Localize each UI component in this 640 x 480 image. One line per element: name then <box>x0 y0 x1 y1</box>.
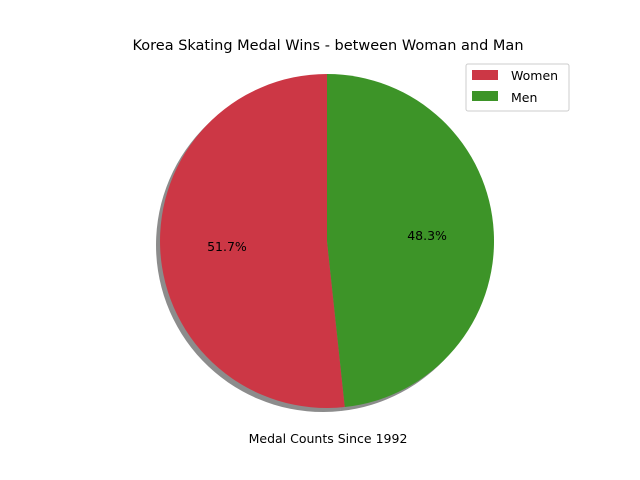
percent-label-men: 48.3% <box>407 228 447 243</box>
legend: Women Men <box>465 63 570 112</box>
pie-slice-men <box>327 74 495 408</box>
legend-label-men: Men <box>511 90 537 105</box>
chart-title: Korea Skating Medal Wins - between Woman… <box>132 38 523 54</box>
pie-slices <box>160 74 495 408</box>
x-axis-label: Medal Counts Since 1992 <box>249 431 408 446</box>
legend-swatch-men <box>472 91 498 101</box>
legend-label-women: Women <box>511 68 558 83</box>
legend-swatch-women <box>472 70 498 80</box>
percent-label-women: 51.7% <box>207 239 247 254</box>
pie-percent-labels: 51.7% 48.3% <box>207 228 447 254</box>
pie-slice-women <box>160 74 345 408</box>
